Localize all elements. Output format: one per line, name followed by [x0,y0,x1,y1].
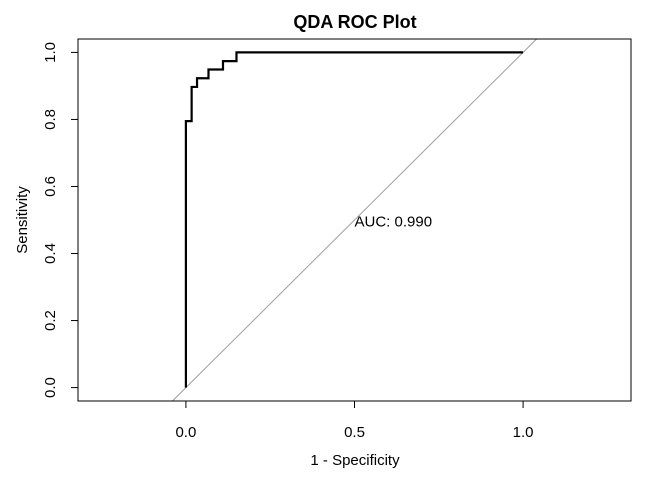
axes-layer: 0.0 0.5 1.0 0.0 0.2 0.4 0.6 0.8 1.0 [42,42,534,441]
chart-title: QDA ROC Plot [293,12,416,32]
y-tick-label: 1.0 [42,42,59,63]
reference-diagonal-layer [172,38,537,402]
y-tick-label: 0.0 [42,377,59,398]
x-tick-label: 1.0 [513,424,534,441]
y-tick-label: 0.6 [42,176,59,197]
y-tick-label: 0.2 [42,310,59,331]
x-axis-label: 1 - Specificity [310,452,400,469]
x-tick-label: 0.5 [344,424,365,441]
reference-diagonal-line [172,38,537,402]
y-axis-label: Sensitivity [14,186,31,254]
y-tick-label: 0.4 [42,243,59,264]
roc-curve-line [184,51,524,388]
y-tick-label: 0.8 [42,109,59,130]
x-tick-label: 0.0 [175,424,196,441]
auc-annotation: AUC: 0.990 [355,214,433,231]
series-layer [184,51,524,388]
